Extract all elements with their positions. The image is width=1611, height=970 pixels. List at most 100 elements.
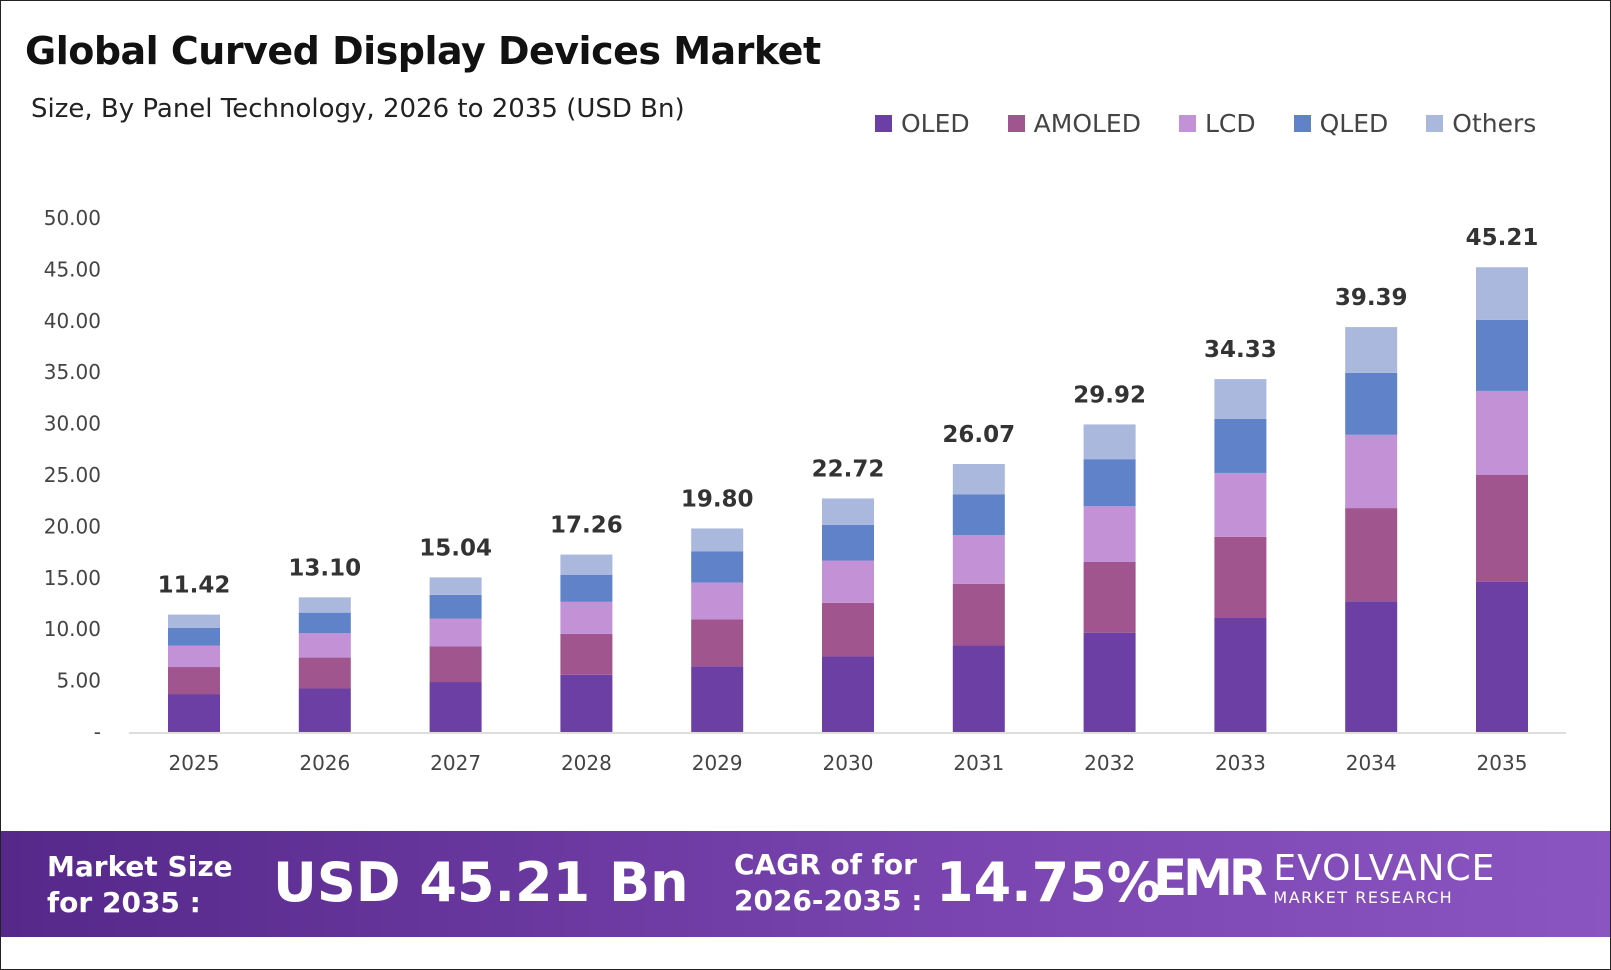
y-tick-label: 35.00 (44, 360, 101, 384)
total-label-2034: 39.39 (1335, 285, 1408, 311)
total-label-2027: 15.04 (419, 535, 492, 561)
bar-amoled-2033 (1214, 536, 1267, 618)
legend-label: OLED (901, 109, 970, 138)
bar-qled-2032 (1083, 459, 1136, 507)
bar-others-2032 (1083, 424, 1136, 460)
bar-oled-2035 (1476, 581, 1528, 732)
bar-qled-2026 (298, 612, 351, 634)
legend-label: Others (1452, 109, 1537, 138)
bar-amoled-2035 (1476, 475, 1528, 582)
legend-item-others: Others (1426, 109, 1536, 138)
x-tick-label: 2031 (953, 751, 1004, 775)
x-tick-label: 2027 (430, 751, 481, 775)
bar-qled-2035 (1476, 319, 1528, 391)
legend-item-amoled: AMOLED (1007, 109, 1141, 138)
bar-oled-2030 (822, 656, 874, 732)
bar-qled-2028 (560, 574, 613, 602)
bar-oled-2028 (560, 674, 613, 732)
bar-others-2035 (1476, 267, 1528, 320)
bar-others-2026 (298, 597, 351, 613)
legend: OLED AMOLED LCD QLED Others (875, 109, 1536, 138)
bar-lcd-2025 (168, 645, 220, 668)
x-tick-label: 2028 (561, 751, 612, 775)
bar-lcd-2030 (822, 560, 874, 603)
legend-item-oled: OLED (875, 109, 970, 138)
chart-title: Global Curved Display Devices Market (25, 29, 821, 73)
bar-lcd-2028 (560, 601, 613, 634)
legend-label: LCD (1204, 109, 1256, 138)
legend-swatch (875, 115, 892, 132)
y-tick-label: 30.00 (44, 412, 101, 436)
legend-item-lcd: LCD (1178, 109, 1256, 138)
bar-oled-2032 (1083, 632, 1136, 732)
bar-others-2034 (1345, 327, 1398, 373)
chart-subtitle: Size, By Panel Technology, 2026 to 2035 … (31, 94, 685, 124)
total-label-2028: 17.26 (550, 513, 623, 539)
legend-swatch (1426, 115, 1444, 132)
y-tick-label: 20.00 (44, 514, 101, 538)
bar-amoled-2027 (429, 646, 482, 683)
bar-others-2029 (691, 528, 744, 552)
y-tick-label: 10.00 (44, 617, 101, 641)
bar-others-2033 (1214, 379, 1267, 419)
total-label-2029: 19.80 (681, 486, 754, 512)
market-size-label: Market Size for 2035 : (47, 850, 233, 919)
bar-lcd-2035 (1476, 390, 1528, 475)
bar-qled-2034 (1345, 372, 1398, 435)
footer-banner: Market Size for 2035 : USD 45.21 Bn CAGR… (1, 831, 1610, 937)
total-label-2026: 13.10 (288, 555, 361, 581)
total-label-2030: 22.72 (812, 456, 885, 482)
bar-others-2025 (168, 614, 220, 628)
x-tick-label: 2025 (169, 751, 220, 775)
y-tick-label: 40.00 (44, 309, 101, 333)
bar-qled-2033 (1214, 418, 1267, 473)
total-label-2033: 34.33 (1204, 337, 1277, 363)
y-tick-label: 50.00 (44, 206, 101, 230)
bar-oled-2027 (429, 682, 482, 732)
y-tick-label: 15.00 (44, 566, 101, 590)
bar-amoled-2032 (1083, 561, 1136, 633)
bar-lcd-2026 (298, 633, 351, 658)
legend-label: AMOLED (1033, 109, 1141, 138)
y-tick-label: 5.00 (56, 669, 101, 693)
x-tick-label: 2026 (299, 751, 350, 775)
bar-amoled-2026 (298, 657, 351, 689)
x-tick-label: 2033 (1215, 751, 1266, 775)
bar-others-2028 (560, 554, 613, 575)
logo-mark: EMR (1153, 849, 1267, 907)
x-tick-label: 2029 (692, 751, 743, 775)
x-tick-label: 2030 (823, 751, 874, 775)
bar-oled-2034 (1345, 601, 1398, 732)
bar-amoled-2034 (1345, 508, 1398, 602)
y-tick-label: 25.00 (44, 463, 101, 487)
bar-qled-2025 (168, 627, 220, 646)
legend-swatch (1293, 115, 1311, 132)
bar-amoled-2030 (822, 602, 874, 657)
bar-lcd-2027 (429, 618, 482, 647)
y-tick-label: 45.00 (44, 257, 101, 281)
bar-oled-2029 (691, 666, 744, 732)
bar-qled-2027 (429, 594, 482, 619)
stacked-bar-chart: - 5.00 10.00 15.00 20.00 25.00 30.00 35.00 40.00… (44, 206, 1566, 775)
bar-amoled-2029 (691, 619, 744, 667)
total-label-2035: 45.21 (1466, 225, 1539, 251)
bar-oled-2033 (1214, 617, 1267, 732)
bar-others-2030 (822, 498, 874, 525)
bar-qled-2030 (822, 524, 874, 561)
x-tick-label: 2035 (1477, 751, 1528, 775)
legend-swatch (1178, 115, 1196, 132)
cagr-value: 14.75% (936, 851, 1161, 914)
bar-qled-2029 (691, 551, 744, 583)
total-label-2031: 26.07 (942, 422, 1015, 448)
bar-oled-2026 (298, 688, 351, 732)
legend-label: QLED (1319, 109, 1389, 138)
legend-item-qled: QLED (1293, 109, 1389, 138)
bar-oled-2031 (952, 645, 1005, 732)
bar-lcd-2033 (1214, 472, 1267, 537)
x-tick-label: 2034 (1346, 751, 1397, 775)
logo-subtitle: MARKET RESEARCH (1273, 887, 1454, 907)
bar-others-2027 (429, 577, 482, 595)
bar-amoled-2031 (952, 583, 1005, 646)
y-tick-label: - (94, 720, 101, 744)
